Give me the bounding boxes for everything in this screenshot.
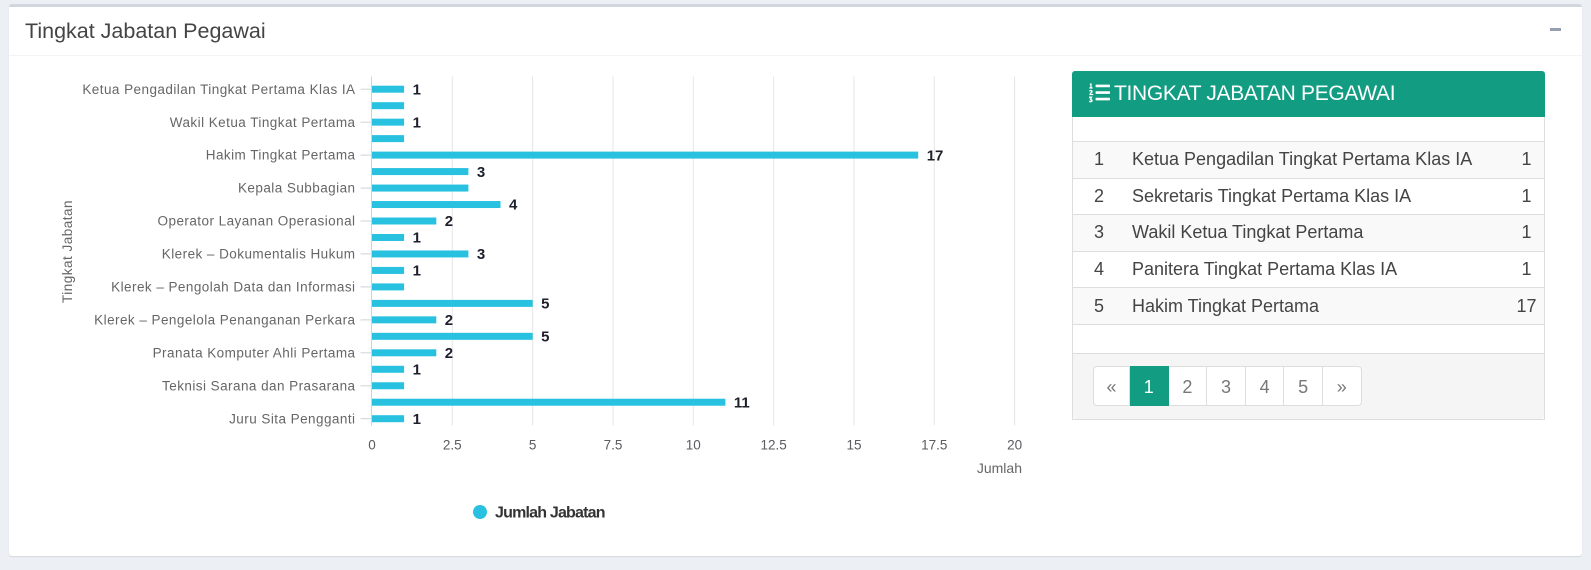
svg-text:Kepala Subbagian: Kepala Subbagian: [238, 181, 356, 196]
svg-text:Juru Sita Pengganti: Juru Sita Pengganti: [229, 411, 355, 426]
svg-text:Klerek – Pengolah Data dan Inf: Klerek – Pengolah Data dan Informasi: [111, 280, 355, 295]
svg-text:Wakil Ketua Tingkat Pertama: Wakil Ketua Tingkat Pertama: [170, 115, 356, 130]
svg-text:11: 11: [734, 394, 750, 411]
svg-text:Klerek – Pengelola Penanganan: Klerek – Pengelola Penanganan Perkara: [94, 313, 355, 328]
svg-text:17: 17: [927, 147, 944, 164]
svg-text:1: 1: [413, 411, 421, 428]
svg-text:1: 1: [413, 114, 421, 131]
svg-text:1: 1: [413, 263, 421, 280]
svg-text:3: 3: [477, 246, 485, 263]
svg-text:15: 15: [846, 438, 861, 453]
svg-text:Teknisi Sarana dan Prasarana: Teknisi Sarana dan Prasarana: [162, 378, 356, 393]
svg-text:Hakim Tingkat Pertama: Hakim Tingkat Pertama: [206, 148, 356, 163]
svg-text:Pranata Komputer Ahli Pertama: Pranata Komputer Ahli Pertama: [153, 345, 356, 360]
svg-text:0: 0: [368, 438, 376, 453]
svg-text:2: 2: [445, 312, 453, 329]
svg-text:Jumlah Jabatan: Jumlah Jabatan: [495, 505, 605, 522]
svg-text:2.5: 2.5: [443, 438, 462, 453]
svg-text:5: 5: [529, 438, 537, 453]
svg-text:10: 10: [686, 438, 701, 453]
svg-text:3: 3: [477, 164, 485, 181]
svg-text:17.5: 17.5: [921, 438, 947, 453]
svg-text:7.5: 7.5: [604, 438, 623, 453]
svg-text:5: 5: [541, 296, 549, 313]
svg-text:Ketua Pengadilan Tingkat Perta: Ketua Pengadilan Tingkat Pertama Klas IA: [82, 82, 355, 97]
svg-text:5: 5: [541, 329, 549, 346]
svg-text:Jumlah: Jumlah: [977, 460, 1022, 476]
svg-text:Operator Layanan Operasional: Operator Layanan Operasional: [158, 214, 356, 229]
svg-text:Klerek – Dokumentalis Hukum: Klerek – Dokumentalis Hukum: [162, 247, 356, 262]
svg-text:Tingkat Jabatan: Tingkat Jabatan: [60, 200, 75, 303]
svg-text:2: 2: [445, 213, 453, 230]
svg-text:4: 4: [509, 197, 518, 214]
svg-text:1: 1: [413, 230, 421, 247]
svg-text:2: 2: [445, 345, 453, 362]
svg-text:1: 1: [413, 81, 421, 98]
svg-text:1: 1: [413, 362, 421, 379]
svg-text:12.5: 12.5: [760, 438, 786, 453]
svg-text:20: 20: [1007, 438, 1022, 453]
